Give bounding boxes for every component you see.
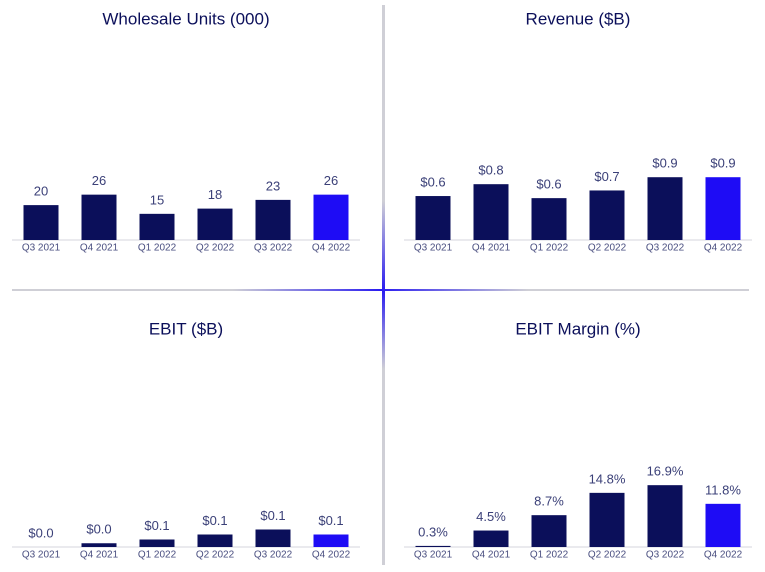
x-tick-label: Q4 2021 [472,550,511,561]
x-tick-label: Q4 2022 [704,243,743,254]
value-label: 8.7% [534,494,564,509]
value-label: $0.1 [260,508,285,523]
x-tick-label: Q3 2022 [254,550,293,561]
value-label: 18 [208,187,222,202]
x-tick-label: Q3 2021 [414,243,453,254]
x-tick-label: Q2 2022 [588,243,627,254]
value-label: $0.6 [536,177,561,192]
x-tick-label: Q2 2022 [196,550,235,561]
x-tick-label: Q1 2022 [530,550,569,561]
value-label: $0.0 [28,525,53,540]
value-label: 11.8% [705,482,741,497]
value-label: $0.6 [420,174,445,189]
x-tick-label: Q3 2022 [646,550,685,561]
x-tick-label: Q4 2021 [80,243,119,254]
bar [197,534,233,547]
value-label: 23 [266,178,280,193]
chart-title: Revenue ($B) [526,9,631,28]
value-label: 16.9% [647,464,684,479]
bar [531,515,567,547]
horizontal-divider [12,289,749,291]
value-label: $0.8 [478,163,503,178]
bar [647,177,683,240]
value-label: 4.5% [476,509,506,524]
bar [415,545,451,547]
x-tick-label: Q4 2022 [312,550,351,561]
bar [589,492,625,547]
x-tick-label: Q1 2022 [138,550,177,561]
bar [473,530,509,547]
x-tick-label: Q4 2021 [80,550,119,561]
value-label: 20 [34,184,48,199]
bar [255,199,291,240]
value-label: 15 [150,192,164,207]
value-label: 26 [92,173,106,188]
x-tick-label: Q3 2022 [646,243,685,254]
value-label: $0.1 [202,513,227,528]
value-label: 26 [324,173,338,188]
value-label: $0.1 [144,518,169,533]
chart-title: EBIT Margin (%) [515,319,640,338]
x-tick-label: Q1 2022 [138,243,177,254]
value-label: $0.1 [318,513,343,528]
x-tick-label: Q3 2021 [22,243,61,254]
bar [23,205,59,240]
bar [197,208,233,240]
bar [139,539,175,547]
bar [473,184,509,240]
x-tick-label: Q4 2021 [472,243,511,254]
bar [647,485,683,547]
x-tick-label: Q3 2021 [22,550,61,561]
bar [415,196,451,240]
bar [531,198,567,240]
bar [313,194,349,240]
value-label: $0.9 [710,156,735,171]
bar [589,190,625,240]
bar [705,503,741,547]
value-label: $0.9 [652,156,677,171]
value-label: $0.7 [594,169,619,184]
x-tick-label: Q4 2022 [704,550,743,561]
value-label: $0.0 [86,522,111,537]
chart-title: Wholesale Units (000) [102,9,269,28]
bar [81,543,117,547]
x-tick-label: Q3 2021 [414,550,453,561]
x-tick-label: Q2 2022 [588,550,627,561]
value-label: 0.3% [418,524,448,539]
x-tick-label: Q3 2022 [254,243,293,254]
x-tick-label: Q1 2022 [530,243,569,254]
vertical-divider [382,5,385,565]
x-tick-label: Q2 2022 [196,243,235,254]
chart-title: EBIT ($B) [149,319,223,338]
bar [705,177,741,240]
value-label: 14.8% [589,471,626,486]
bar [139,213,175,240]
bar [81,194,117,240]
bar [313,534,349,547]
bar [255,529,291,547]
x-tick-label: Q4 2022 [312,243,351,254]
